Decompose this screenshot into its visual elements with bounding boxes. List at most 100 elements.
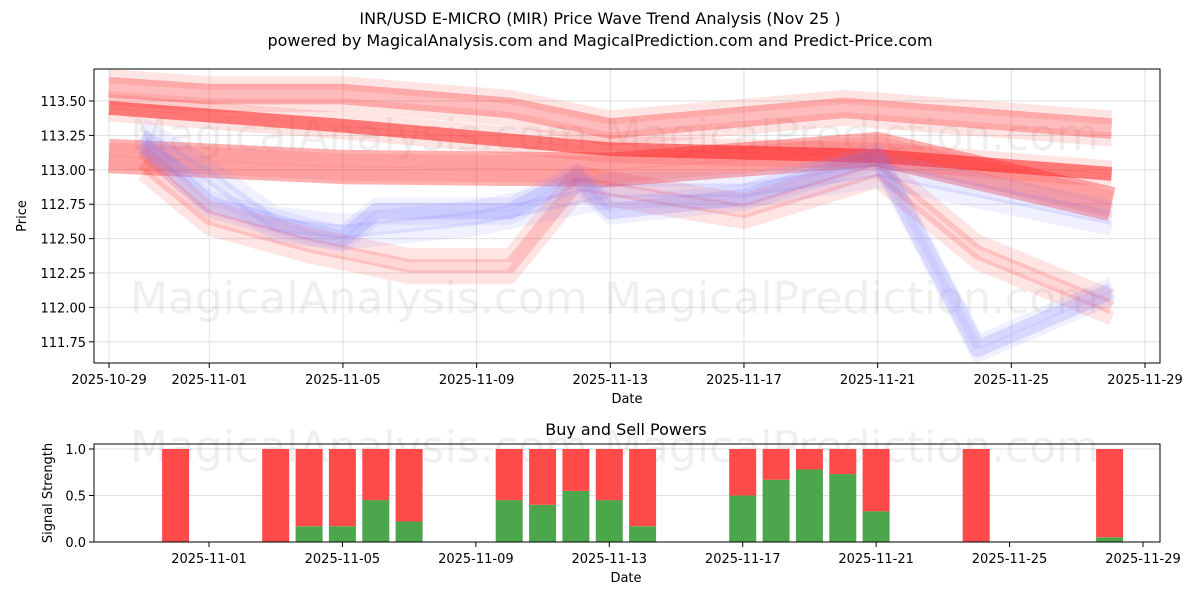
wave-echo — [138, 140, 1114, 250]
x-tick-label: 2025-11-29 — [1107, 373, 1183, 388]
y-tick-label: 0.5 — [65, 490, 86, 505]
x-tick-label: 2025-11-09 — [438, 552, 514, 567]
wave-echo — [108, 107, 1113, 188]
sell-bar — [328, 449, 356, 527]
bar-2025-11-13 — [595, 449, 623, 542]
x-tick-label: 2025-11-21 — [838, 552, 914, 567]
price-x-label: Date — [611, 392, 642, 407]
buy-sell-bars — [162, 449, 1124, 543]
bar-2025-10-31 — [162, 449, 190, 542]
buy-sell-x-axis: 2025-11-01 2025-11-05 2025-11-09 2025-11-13… — [171, 542, 1181, 567]
wave-echo — [137, 168, 1115, 325]
bar-2025-11-17 — [729, 449, 757, 542]
wave-echo — [138, 118, 1114, 228]
y-tick-label: 112.25 — [41, 267, 87, 282]
sell-bar — [962, 449, 990, 542]
price-chart: MagicalAnalysis.com MagicalPrediction.co… — [15, 68, 1183, 407]
buy-sell-y-axis: 0.0 0.5 1.0 — [65, 443, 94, 551]
y-tick-label: 113.50 — [41, 95, 87, 110]
bar-2025-11-28 — [1096, 449, 1124, 543]
watermark-mid-right: MagicalPrediction.com — [604, 273, 1099, 324]
bar-2025-11-04 — [295, 449, 323, 542]
bar-2025-11-11 — [529, 449, 557, 542]
chart-title: INR/USD E-MICRO (MIR) Price Wave Trend A… — [359, 9, 841, 28]
y-tick-label: 113.25 — [41, 129, 87, 144]
x-tick-label: 2025-11-05 — [305, 373, 381, 388]
x-tick-label: 2025-11-17 — [706, 373, 782, 388]
price-waves — [108, 69, 1116, 363]
bar-2025-11-14 — [629, 449, 657, 542]
y-tick-label: 113.00 — [41, 164, 87, 179]
bar-2025-11-10 — [495, 449, 523, 542]
buy-bar — [629, 526, 657, 542]
buy-bar — [495, 500, 523, 542]
x-tick-label: 2025-11-25 — [974, 373, 1050, 388]
buy-bar — [729, 495, 757, 542]
chart-subtitle: powered by MagicalAnalysis.com and Magic… — [267, 31, 933, 50]
wave-echo — [137, 146, 1115, 303]
bar-2025-11-20 — [829, 449, 857, 542]
buy-bar — [362, 500, 390, 542]
x-tick-label: 2025-11-17 — [705, 552, 781, 567]
x-tick-label: 2025-11-09 — [439, 373, 515, 388]
buy-sell-chart: Buy and Sell Powers MagicalAnalysis.com … — [41, 420, 1181, 586]
wave-band-mid-band-red — [108, 131, 1116, 221]
x-tick-label: 2025-11-01 — [171, 552, 247, 567]
buy-bar — [1096, 537, 1124, 543]
x-tick-label: 2025-11-01 — [171, 373, 247, 388]
buy-bar — [328, 526, 356, 542]
buy-bar — [762, 479, 790, 542]
buy-bar — [529, 504, 557, 542]
wave-echo — [108, 135, 1114, 205]
sell-bar — [295, 449, 323, 527]
wave-echo — [108, 94, 1113, 175]
sell-bar — [1096, 449, 1124, 538]
bar-2025-11-24 — [962, 449, 990, 542]
buy-sell-axes-frame — [93, 443, 1161, 543]
price-y-label: Price — [15, 200, 30, 232]
bar-2025-11-18 — [762, 449, 790, 542]
price-x-axis: 2025-10-29 2025-11-01 2025-11-05 2025-11-09… — [71, 363, 1183, 388]
y-tick-label: 112.00 — [41, 301, 87, 316]
bar-2025-11-21 — [862, 449, 890, 542]
buy-bar — [829, 474, 857, 542]
sell-bar — [162, 449, 190, 542]
x-tick-label: 2025-11-29 — [1105, 552, 1181, 567]
wave-echo — [108, 91, 1113, 147]
wave-echo — [137, 130, 1115, 350]
price-axes-frame — [93, 68, 1161, 364]
y-tick-label: 1.0 — [65, 443, 86, 458]
x-tick-label: 2025-11-25 — [972, 552, 1048, 567]
buy-bar — [395, 521, 423, 542]
sell-bar — [529, 449, 557, 505]
sell-bar — [562, 449, 590, 491]
watermark-mid-left: MagicalAnalysis.com — [130, 273, 588, 324]
sell-bar — [495, 449, 523, 501]
bar-2025-11-19 — [795, 449, 823, 542]
sell-bar — [629, 449, 657, 527]
sell-bar — [262, 449, 290, 542]
buy-bar — [295, 526, 323, 542]
bar-2025-11-07 — [395, 449, 423, 542]
sell-bar — [829, 449, 857, 475]
sell-bar — [595, 449, 623, 501]
sell-bar — [862, 449, 890, 512]
bar-2025-11-06 — [362, 449, 390, 542]
wave-echo — [108, 148, 1114, 218]
sell-bar — [362, 449, 390, 501]
price-y-axis: 111.75 112.00 112.25 112.50 112.75 113.00 113.… — [41, 95, 94, 351]
bar-2025-11-03 — [262, 449, 290, 542]
buy-sell-y-label: Signal Strength — [41, 443, 56, 543]
wave-band-wave-blue-1 — [136, 136, 1115, 357]
x-tick-label: 2025-11-05 — [305, 552, 381, 567]
buy-bar — [862, 511, 890, 542]
y-tick-label: 112.50 — [41, 233, 87, 248]
wave-band-wave-blue-2 — [138, 129, 1113, 239]
wave-band-lower-band-red — [138, 157, 1115, 314]
x-tick-label: 2025-11-13 — [572, 552, 648, 567]
wave-echo — [137, 143, 1115, 363]
y-tick-label: 0.0 — [65, 536, 86, 551]
x-tick-label: 2025-10-29 — [71, 373, 147, 388]
x-tick-label: 2025-11-21 — [840, 373, 916, 388]
